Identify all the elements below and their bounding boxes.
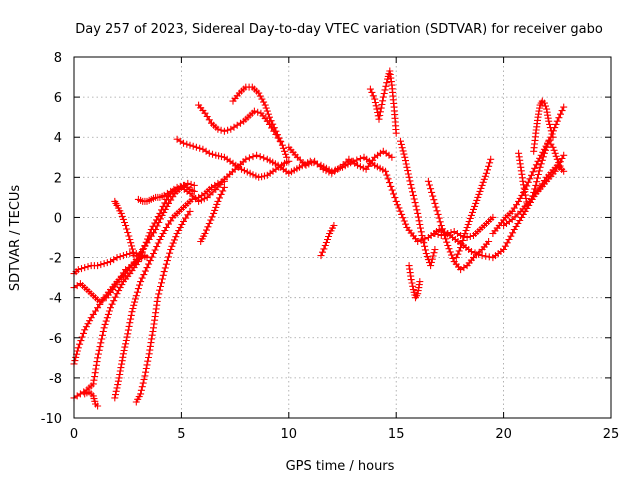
data-point-markers bbox=[366, 67, 400, 137]
data-point-markers bbox=[530, 97, 557, 155]
series-track-16 bbox=[366, 67, 400, 137]
data-point-markers bbox=[405, 262, 424, 302]
y-tick-label: 0 bbox=[54, 211, 62, 226]
series-track-21 bbox=[452, 155, 495, 262]
data-point-markers bbox=[111, 197, 138, 260]
grid-lines bbox=[74, 57, 611, 418]
series-track-6 bbox=[111, 177, 228, 402]
series-track-18 bbox=[405, 262, 424, 302]
data-point-markers bbox=[317, 222, 338, 260]
data-point-markers bbox=[452, 155, 495, 262]
series-track-1 bbox=[70, 151, 568, 402]
series-line bbox=[73, 182, 195, 365]
data-point-markers bbox=[81, 388, 102, 410]
plot-area-border bbox=[73, 56, 612, 419]
y-tick-label: -2 bbox=[49, 252, 62, 267]
y-axis-tick-labels: -10 -8 -6 -4 -2 0 2 4 6 8 bbox=[41, 51, 62, 427]
y-axis-label: SDTVAR / TECUs bbox=[8, 185, 23, 292]
x-tick-label: 5 bbox=[177, 427, 185, 442]
series-line bbox=[198, 104, 281, 142]
y-tick-label: -10 bbox=[41, 412, 62, 427]
y-tick-label: -6 bbox=[49, 332, 62, 347]
data-point-markers bbox=[424, 177, 493, 274]
data-point-markers bbox=[111, 177, 228, 402]
series-track-2 bbox=[70, 179, 198, 368]
x-tick-label: 0 bbox=[70, 427, 78, 442]
data-series-group bbox=[70, 67, 568, 410]
series-track-13 bbox=[197, 183, 228, 245]
data-point-markers bbox=[515, 137, 566, 209]
data-point-markers bbox=[134, 181, 198, 205]
series-track-4 bbox=[70, 252, 149, 306]
series-track-23 bbox=[515, 137, 566, 209]
axis-ticks bbox=[73, 56, 612, 419]
x-tick-label: 15 bbox=[388, 427, 405, 442]
series-track-19 bbox=[424, 177, 493, 274]
x-axis-tick-labels: 0 5 10 15 20 25 bbox=[70, 427, 619, 442]
series-line bbox=[114, 180, 225, 399]
chart-title: Day 257 of 2023, Sidereal Day-to-day VTE… bbox=[75, 22, 603, 37]
series-track-9 bbox=[134, 181, 198, 205]
data-point-markers bbox=[70, 179, 198, 368]
series-track-5 bbox=[81, 388, 102, 410]
y-tick-label: 2 bbox=[54, 171, 62, 186]
series-track-25 bbox=[500, 151, 568, 229]
data-point-markers bbox=[195, 101, 284, 145]
series-track-7 bbox=[132, 207, 194, 406]
y-tick-label: 8 bbox=[54, 51, 62, 66]
data-point-markers bbox=[197, 183, 228, 245]
series-track-11 bbox=[195, 101, 284, 145]
series-track-12 bbox=[229, 83, 291, 161]
y-tick-label: 6 bbox=[54, 91, 62, 106]
series-track-8 bbox=[111, 197, 138, 260]
series-track-17 bbox=[397, 137, 439, 270]
data-point-markers bbox=[500, 151, 568, 229]
series-track-10 bbox=[173, 135, 293, 181]
series-track-14 bbox=[285, 143, 396, 177]
x-tick-label: 20 bbox=[495, 427, 512, 442]
x-tick-label: 25 bbox=[603, 427, 620, 442]
series-track-24 bbox=[530, 97, 557, 155]
y-tick-label: 4 bbox=[54, 131, 62, 146]
series-line bbox=[503, 154, 565, 227]
x-tick-label: 10 bbox=[281, 427, 298, 442]
y-tick-label: -8 bbox=[49, 372, 62, 387]
data-point-markers bbox=[70, 151, 568, 402]
data-point-markers bbox=[397, 137, 439, 270]
data-point-markers bbox=[229, 83, 291, 161]
data-point-markers bbox=[173, 135, 293, 181]
data-point-markers bbox=[285, 143, 396, 177]
y-tick-label: -4 bbox=[49, 292, 62, 307]
series-track-15 bbox=[317, 222, 338, 260]
x-axis-label: GPS time / hours bbox=[286, 459, 395, 474]
data-point-markers bbox=[132, 207, 194, 406]
